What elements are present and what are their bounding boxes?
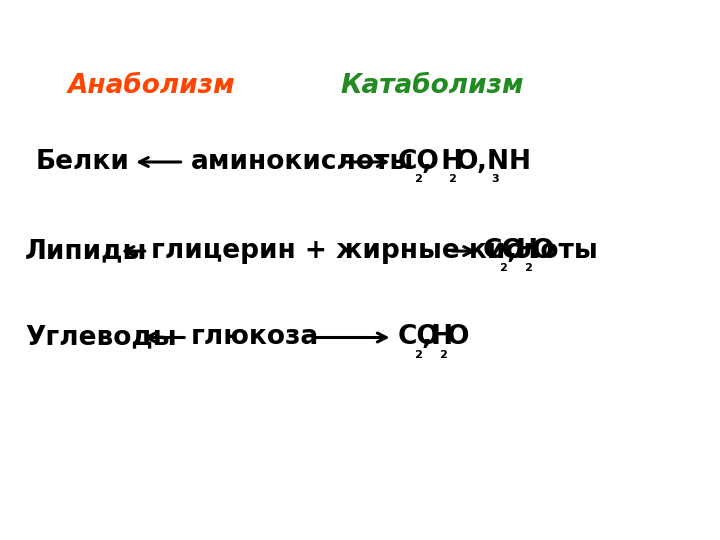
- Text: O,NH: O,NH: [456, 149, 531, 175]
- Text: ₂: ₂: [415, 343, 423, 362]
- Text: ₂: ₂: [440, 343, 448, 362]
- Text: CO: CO: [397, 325, 439, 350]
- Text: ₂: ₂: [500, 257, 508, 275]
- Text: ₂: ₂: [415, 168, 423, 186]
- Text: Липиды: Липиды: [25, 238, 148, 264]
- Text: глюкоза: глюкоза: [191, 325, 319, 350]
- Text: ₂: ₂: [525, 257, 533, 275]
- Text: O: O: [446, 325, 469, 350]
- Text: ,H: ,H: [422, 325, 454, 350]
- Text: Углеводы: Углеводы: [25, 325, 177, 350]
- Text: CO: CO: [482, 238, 524, 264]
- Text: O: O: [531, 238, 554, 264]
- Text: CO: CO: [397, 149, 439, 175]
- Text: ,H: ,H: [507, 238, 539, 264]
- Text: ₃: ₃: [492, 168, 499, 186]
- Text: , H: , H: [422, 149, 463, 175]
- Text: аминокислоты: аминокислоты: [191, 149, 414, 175]
- Text: Белки: Белки: [36, 149, 130, 175]
- Text: Катаболизм: Катаболизм: [341, 73, 523, 99]
- Text: глицерин + жирные кислоты: глицерин + жирные кислоты: [151, 238, 598, 264]
- Text: ₂: ₂: [449, 168, 456, 186]
- Text: Анаболизм: Анаболизм: [68, 73, 235, 99]
